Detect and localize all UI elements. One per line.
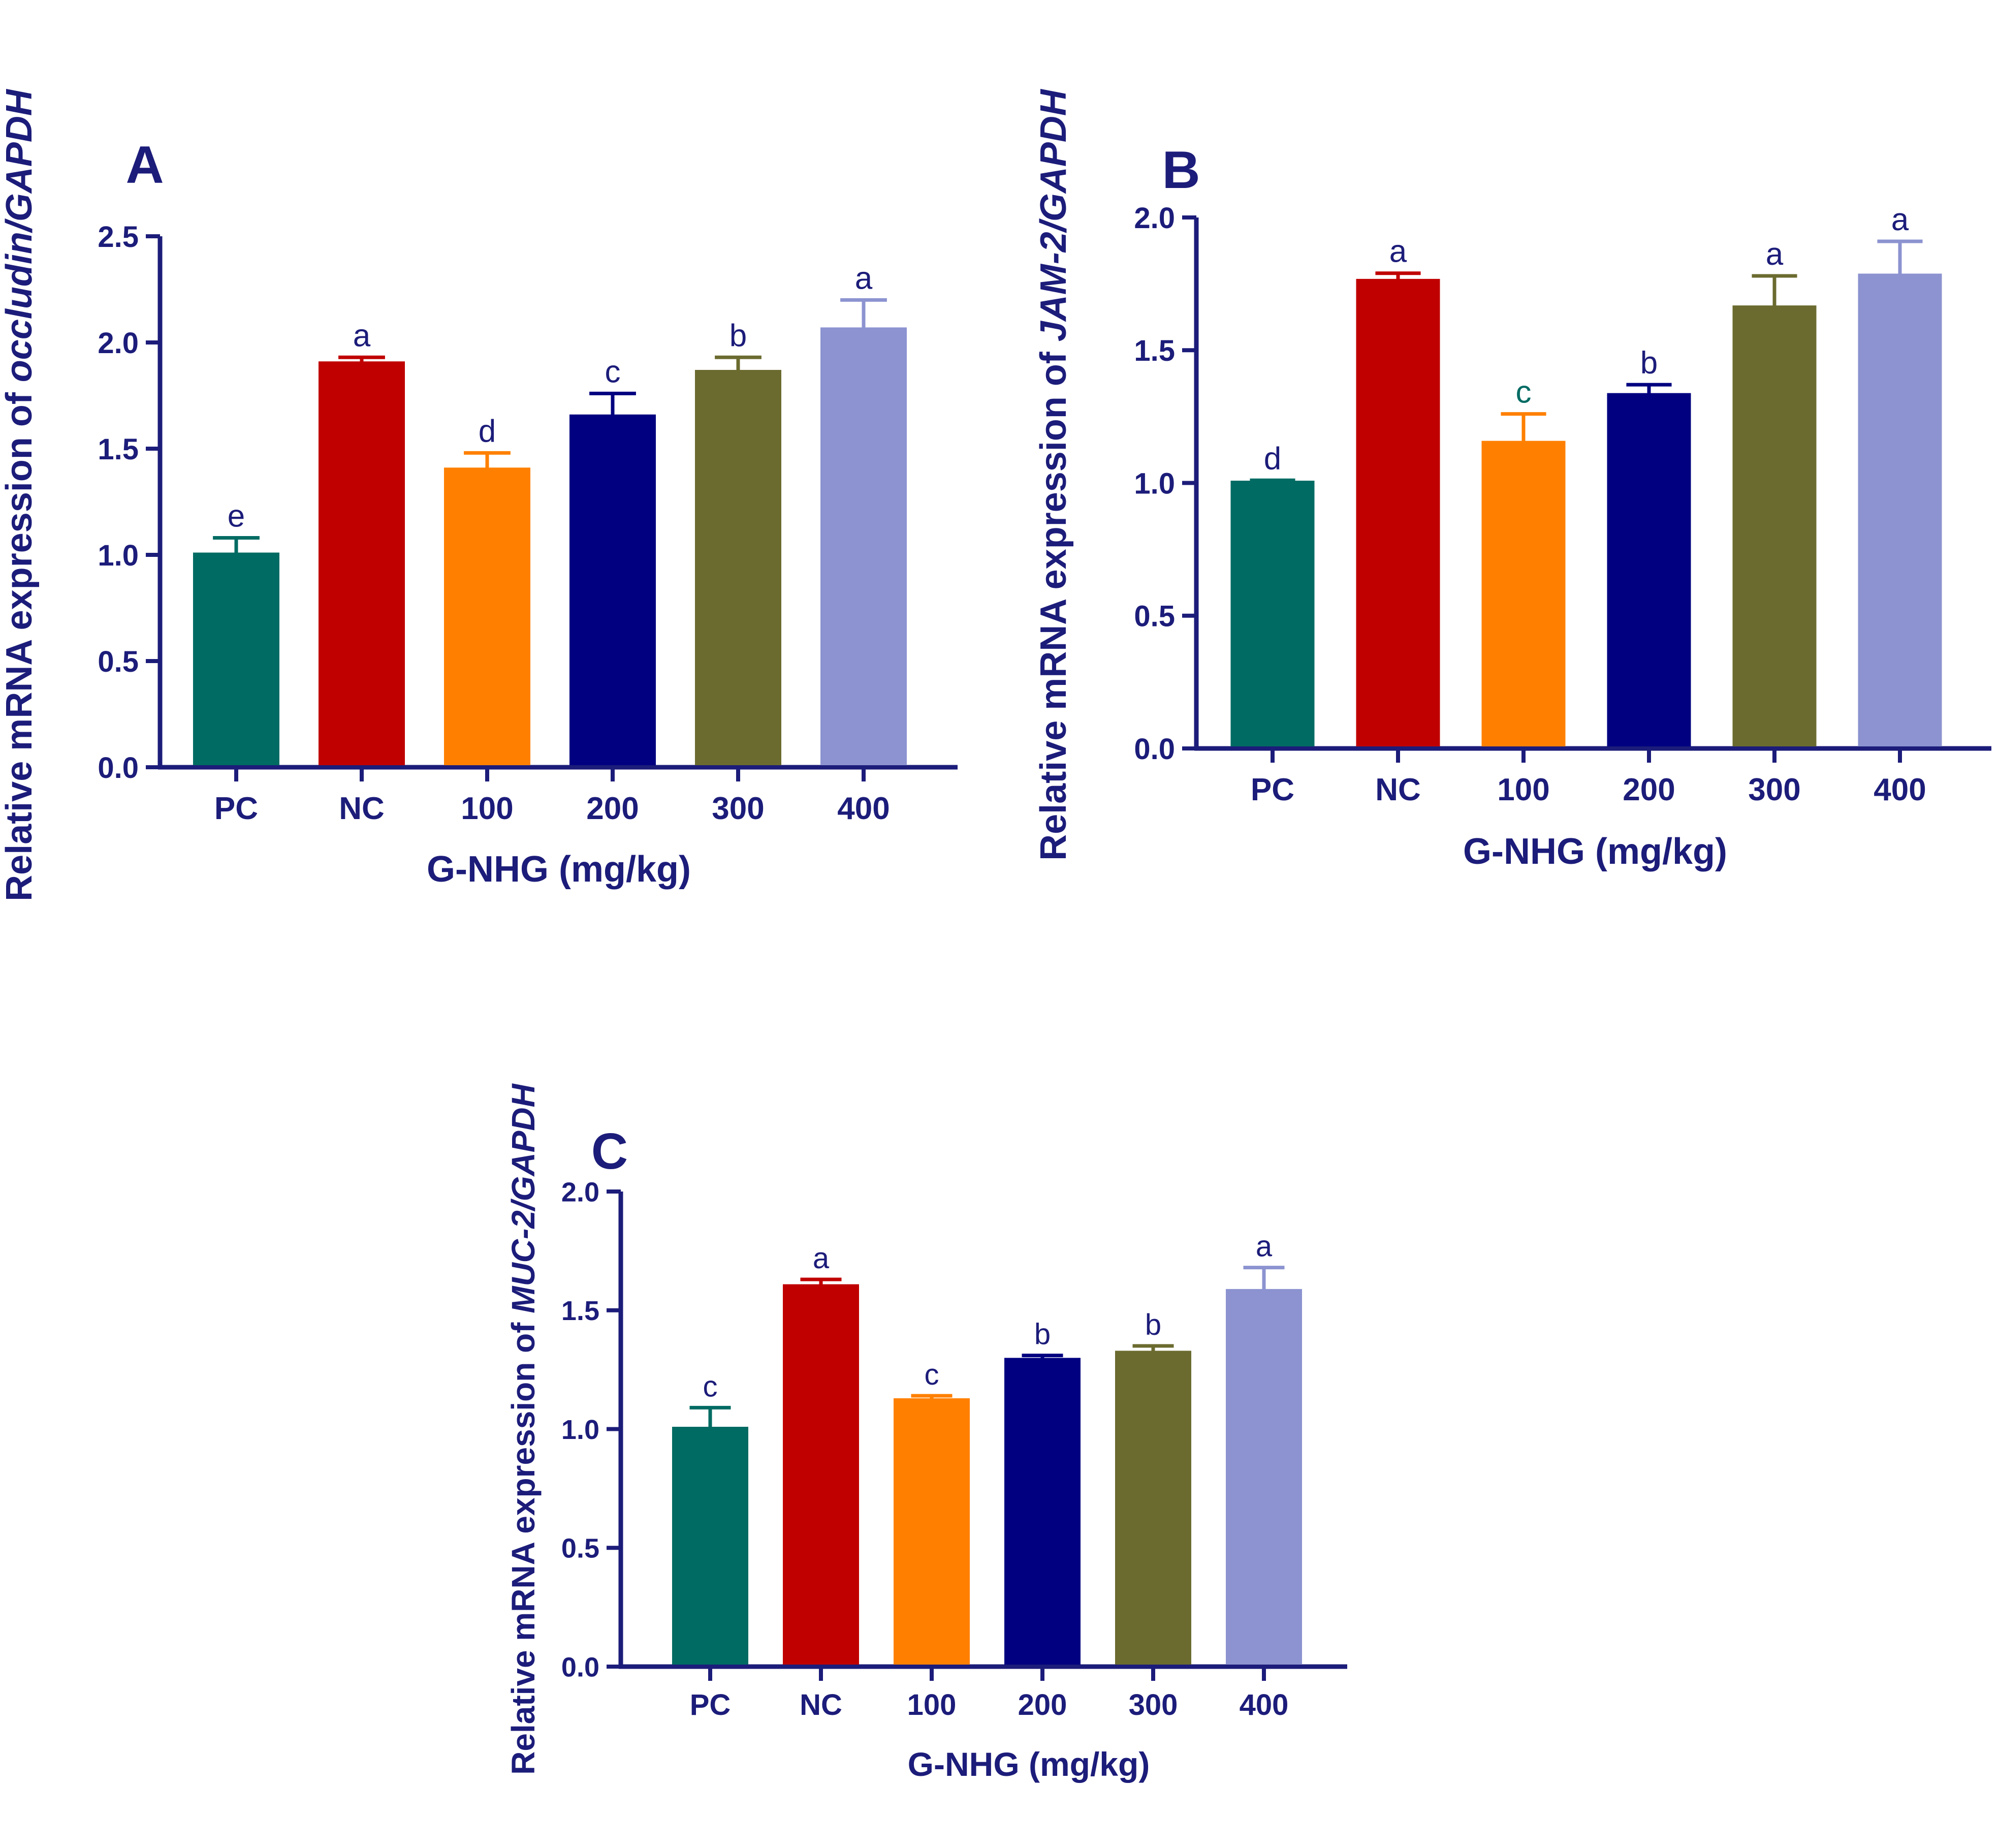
y-tick-label: 2.0 <box>1134 202 1175 235</box>
bar-200 <box>569 417 656 765</box>
category-label: NC <box>1375 772 1421 807</box>
y-tick-label: 1.0 <box>1134 467 1175 500</box>
category-label: 100 <box>907 1688 957 1721</box>
bar-100 <box>1481 443 1566 746</box>
significance-letter: a <box>1891 202 1909 237</box>
y-tick-label: 1.5 <box>1134 334 1175 367</box>
panel-a: A 0.0 0.5 1.0 1.5 2.0 2.5 Relative mRNA express… <box>0 88 958 901</box>
bar-400 <box>1858 275 1942 746</box>
y-axis-title-prefix: Relative mRNA expression of <box>1033 341 1074 861</box>
y-axis-title: Relative mRNA expression of JAM-2/GAPDH <box>1033 88 1074 861</box>
category-label: 100 <box>461 791 513 826</box>
significance-letter: d <box>479 414 496 449</box>
bar-300 <box>1732 307 1817 746</box>
y-tick-label: 0.5 <box>1134 600 1175 633</box>
bar-nc <box>783 1287 859 1665</box>
significance-letter: b <box>1145 1308 1161 1341</box>
bar-pc <box>193 555 279 765</box>
category-label: 200 <box>1623 772 1675 807</box>
panel-b: B 0.0 0.5 1.0 1.5 2.0 Relative mRNA expression… <box>1033 88 1991 872</box>
y-axis-title-gene: JAM-2 <box>1033 232 1074 341</box>
category-label: PC <box>214 791 258 826</box>
bar-100 <box>894 1400 970 1665</box>
significance-letter: c <box>925 1358 939 1391</box>
category-label: NC <box>800 1688 842 1721</box>
y-axis-title: Relative mRNA expression of MUC-2/GAPDH <box>505 1083 542 1774</box>
category-label: 300 <box>1129 1688 1178 1721</box>
category-label: 300 <box>1748 772 1800 807</box>
y-tick-label: 2.0 <box>98 327 139 360</box>
significance-letter: b <box>729 318 747 353</box>
y-tick-label: 2.0 <box>561 1177 599 1207</box>
significance-letter: a <box>813 1242 830 1275</box>
y-tick-label: 1.5 <box>561 1296 599 1326</box>
y-axis-title-gene: MUC-2 <box>505 1210 542 1313</box>
significance-letter: c <box>1516 375 1532 410</box>
panel-c: C 0.0 0.5 1.0 1.5 2.0 Relative mRNA expression… <box>505 1083 1347 1783</box>
y-axis-title-gene: occludin <box>0 232 40 382</box>
y-axis-title-prefix: Relative mRNA expression of <box>0 382 40 901</box>
panel-letter: C <box>591 1123 628 1180</box>
significance-letter: b <box>1640 346 1658 381</box>
category-label: 200 <box>1018 1688 1067 1721</box>
y-tick-label: 0.0 <box>1134 733 1175 766</box>
category-label: 400 <box>1240 1688 1289 1721</box>
bar-nc <box>319 363 405 765</box>
y-axis-title-prefix: Relative mRNA expression of <box>505 1313 542 1775</box>
category-label: PC <box>690 1688 731 1721</box>
bar-pc <box>1230 483 1315 746</box>
bar-nc <box>1356 281 1440 746</box>
y-tick-label: 1.0 <box>98 539 139 572</box>
category-label: 100 <box>1497 772 1549 807</box>
bar-400 <box>1226 1291 1302 1665</box>
significance-letter: a <box>1766 237 1784 272</box>
x-axis-title: G-NHG (mg/kg) <box>427 849 691 890</box>
bar-300 <box>695 372 781 765</box>
significance-letter: c <box>605 354 621 389</box>
y-tick-label: 2.5 <box>98 221 139 254</box>
category-label: NC <box>339 791 385 826</box>
bar-400 <box>820 329 907 765</box>
y-tick-label: 0.0 <box>561 1652 599 1682</box>
bar-pc <box>672 1429 748 1665</box>
bar-300 <box>1115 1353 1191 1665</box>
bar-100 <box>444 469 530 765</box>
significance-letter: a <box>855 261 873 296</box>
category-label: PC <box>1251 772 1294 807</box>
x-axis-title: G-NHG (mg/kg) <box>908 1745 1150 1783</box>
significance-letter: a <box>1389 234 1407 269</box>
x-axis-title: G-NHG (mg/kg) <box>1463 831 1727 872</box>
category-label: 200 <box>586 791 639 826</box>
bar-200 <box>1607 395 1691 746</box>
panel-letter: A <box>125 136 164 195</box>
y-tick-label: 0.5 <box>98 645 139 678</box>
significance-letter: b <box>1034 1318 1051 1351</box>
y-tick-label: 1.5 <box>98 433 139 466</box>
y-axis-title-suffix: /GAPDH <box>505 1083 542 1212</box>
significance-letter: c <box>703 1370 718 1403</box>
y-tick-label: 0.5 <box>561 1533 599 1564</box>
y-tick-label: 0.0 <box>98 751 139 785</box>
y-tick-label: 1.0 <box>561 1415 599 1445</box>
category-label: 400 <box>1874 772 1926 807</box>
bar-200 <box>1004 1360 1081 1665</box>
significance-letter: d <box>1264 441 1281 476</box>
significance-letter: a <box>1256 1230 1273 1263</box>
y-axis-title-suffix: /GAPDH <box>1033 88 1074 233</box>
significance-letter: e <box>228 499 245 534</box>
category-label: 400 <box>837 791 890 826</box>
y-axis-title: Relative mRNA expression of occludin/GAP… <box>0 88 40 901</box>
significance-letter: a <box>353 318 371 353</box>
panel-letter: B <box>1162 141 1200 200</box>
category-label: 300 <box>712 791 764 826</box>
y-axis-title-suffix: /GAPDH <box>0 88 40 233</box>
